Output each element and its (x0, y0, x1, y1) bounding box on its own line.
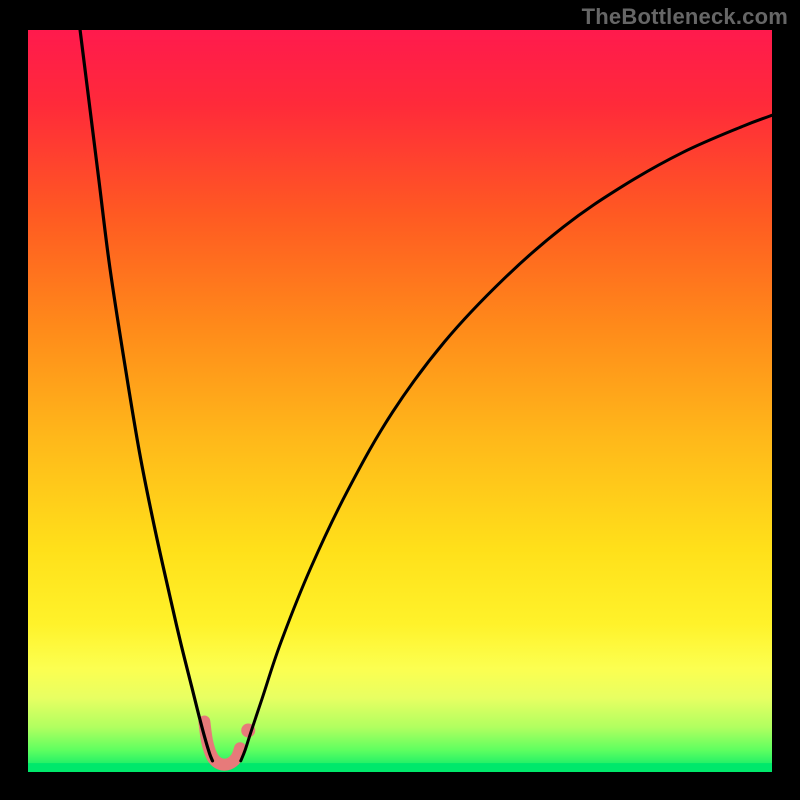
bottleneck-chart (0, 0, 800, 800)
watermark-text: TheBottleneck.com (582, 4, 788, 30)
baseline-strip (28, 763, 772, 772)
chart-stage: TheBottleneck.com (0, 0, 800, 800)
